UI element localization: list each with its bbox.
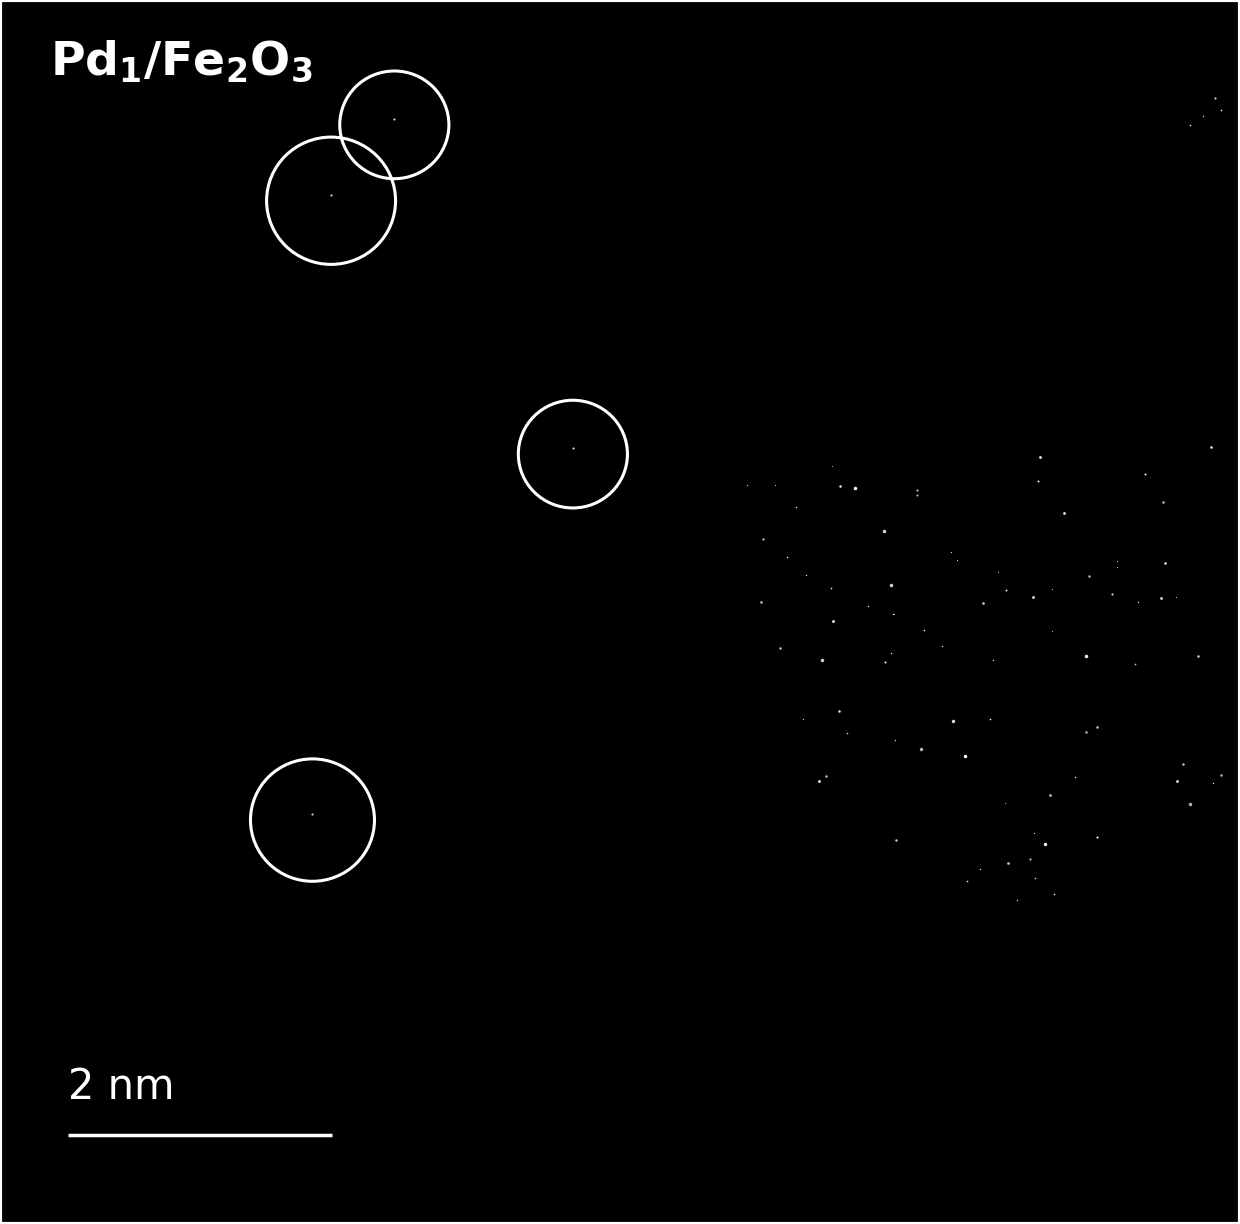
Text: $\bf{Pd_1/Fe_2O_3}$: $\bf{Pd_1/Fe_2O_3}$ — [50, 38, 312, 84]
Text: 2 nm: 2 nm — [68, 1066, 175, 1108]
